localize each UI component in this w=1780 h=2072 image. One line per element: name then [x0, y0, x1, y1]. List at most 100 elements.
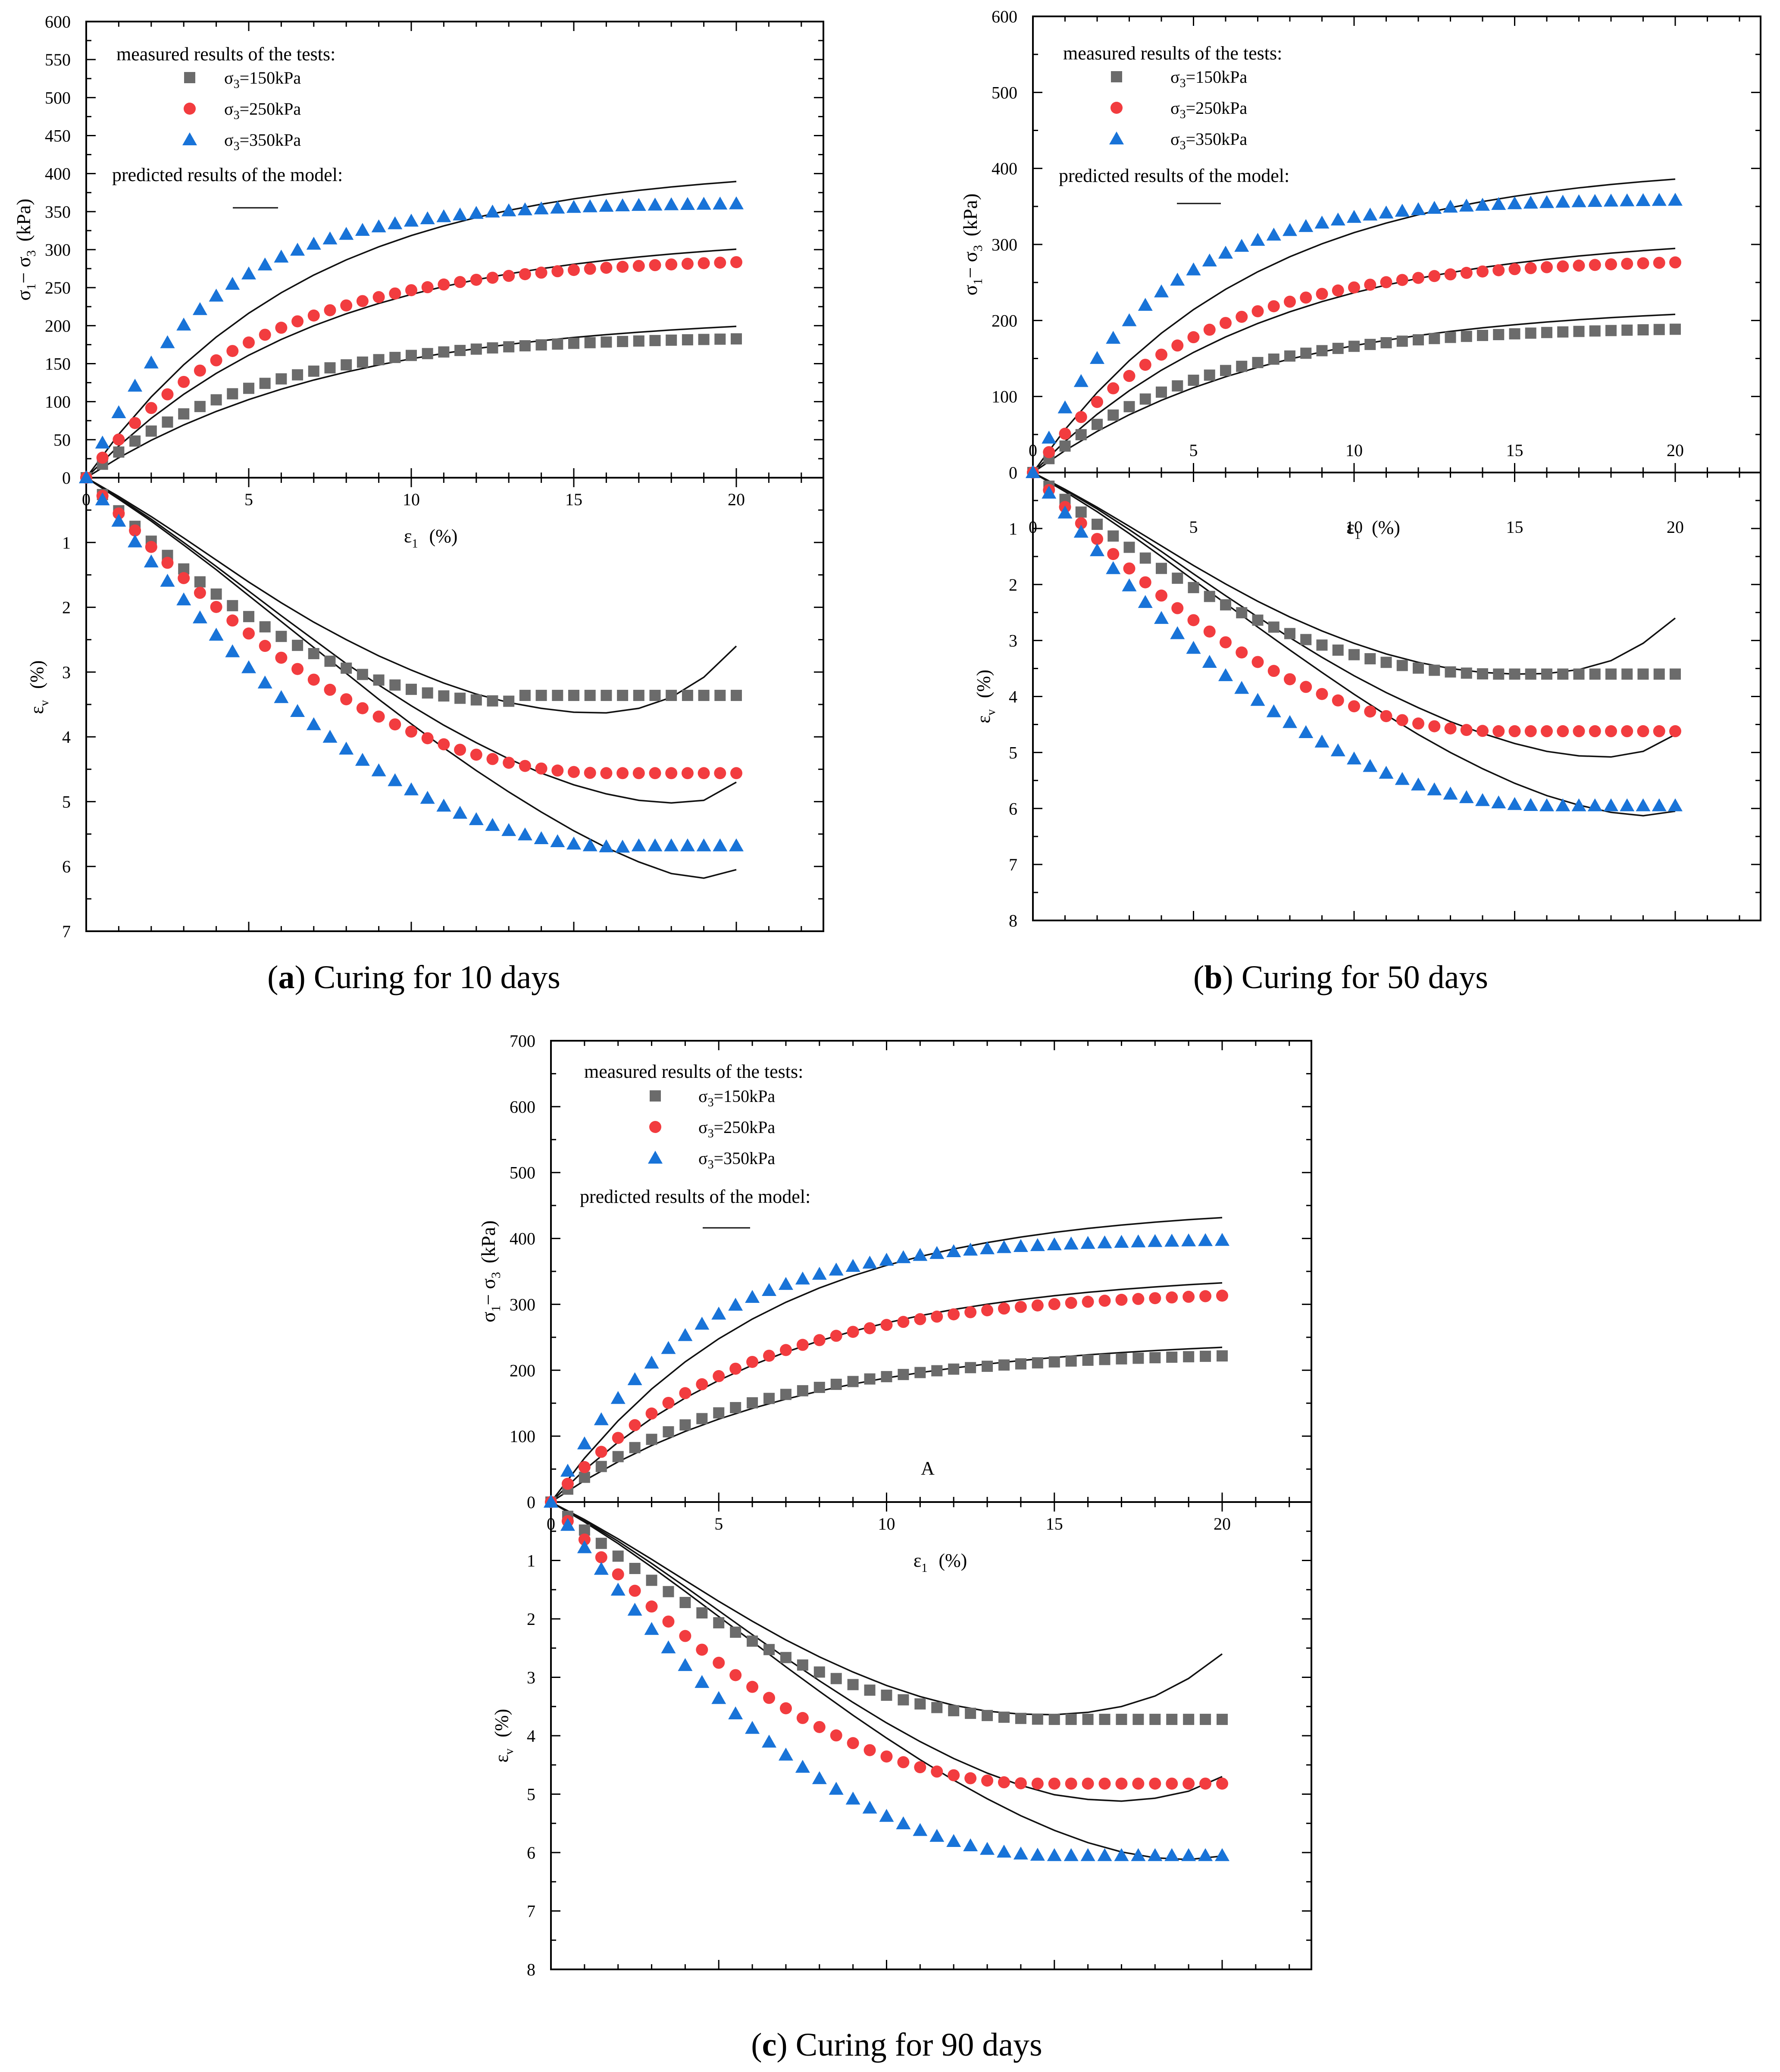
- data-point-stress-circle: [1048, 1298, 1060, 1310]
- legend-sigma: σ: [698, 1117, 708, 1137]
- y-bottom-tick-label: 4: [1009, 687, 1017, 707]
- x-axis-title: ε1 (%): [1346, 517, 1400, 542]
- data-point-volumetric-triangle: [566, 836, 581, 850]
- data-point-stress-triangle: [1181, 1233, 1196, 1246]
- ylabel-unit: (kPa): [959, 194, 981, 237]
- data-point-volumetric-circle: [259, 640, 271, 652]
- data-point-stress-triangle: [550, 200, 565, 214]
- data-point-volumetric-triangle: [453, 805, 468, 819]
- data-point-stress-square: [982, 1361, 993, 1372]
- data-point-stress-triangle: [436, 209, 451, 222]
- y-top-tick-label: 200: [510, 1361, 535, 1380]
- data-point-stress-triangle: [1198, 1233, 1213, 1246]
- legend-sub: 3: [708, 1096, 714, 1109]
- data-point-volumetric-triangle: [1443, 786, 1458, 800]
- data-point-volumetric-triangle: [339, 742, 354, 755]
- data-point-stress-triangle: [1047, 1237, 1062, 1250]
- data-point-volumetric-square: [1092, 519, 1103, 530]
- data-point-stress-triangle: [257, 257, 272, 271]
- data-point-stress-triangle: [95, 435, 110, 449]
- data-point-volumetric-triangle: [631, 838, 646, 851]
- caption-open: (: [751, 2027, 762, 2063]
- data-point-stress-square: [579, 1471, 590, 1483]
- data-point-volumetric-triangle: [1202, 654, 1217, 668]
- data-point-volumetric-square: [1445, 666, 1456, 678]
- data-point-stress-triangle: [648, 197, 663, 211]
- data-point-stress-square: [998, 1359, 1010, 1371]
- data-point-volumetric-circle: [578, 1533, 591, 1546]
- data-point-stress-circle: [1653, 257, 1665, 269]
- data-point-volumetric-circle: [275, 651, 288, 664]
- data-point-volumetric-square: [568, 689, 579, 701]
- data-point-stress-circle: [1149, 1292, 1161, 1305]
- data-point-volumetric-triangle: [648, 838, 663, 851]
- data-point-volumetric-circle: [1605, 725, 1617, 738]
- data-point-stress-triangle: [566, 200, 581, 213]
- data-point-stress-square: [1116, 1353, 1127, 1365]
- data-point-volumetric-square: [948, 1705, 960, 1716]
- data-point-stress-square: [389, 352, 401, 363]
- data-point-volumetric-circle: [1477, 725, 1489, 737]
- data-point-volumetric-triangle: [1106, 561, 1121, 574]
- data-point-stress-square: [1065, 1355, 1077, 1367]
- data-point-stress-circle: [1557, 260, 1569, 272]
- data-point-stress-circle: [1236, 310, 1248, 323]
- data-point-volumetric-circle: [372, 710, 385, 723]
- data-point-volumetric-circle: [1364, 705, 1376, 718]
- data-point-stress-triangle: [241, 266, 256, 280]
- data-point-stress-triangle: [1097, 1235, 1112, 1249]
- data-point-stress-square: [813, 1382, 825, 1393]
- data-point-volumetric-triangle: [1097, 1848, 1112, 1861]
- data-point-stress-triangle: [812, 1267, 827, 1280]
- ylabel-sub1: 1: [971, 279, 985, 285]
- data-point-volumetric-square: [914, 1698, 926, 1710]
- data-point-volumetric-square: [682, 689, 693, 701]
- xlabel-percent: (%): [1372, 517, 1400, 538]
- data-point-stress-triangle: [795, 1271, 810, 1285]
- data-point-volumetric-square: [731, 689, 742, 701]
- xlabel-sub1: 1: [1355, 529, 1361, 542]
- legend-label: σ3=150kPa: [224, 68, 301, 91]
- data-point-volumetric-square: [931, 1702, 943, 1713]
- data-point-stress-circle: [129, 417, 141, 429]
- y-top-tick-label: 400: [45, 164, 71, 184]
- data-point-volumetric-square: [714, 689, 726, 701]
- data-point-stress-circle: [1524, 262, 1537, 274]
- data-point-stress-circle: [1115, 1293, 1128, 1306]
- x-tick-label-lower: 10: [1345, 517, 1363, 537]
- legend-marker-triangle: [182, 132, 197, 145]
- ylabel-percent: (%): [491, 1709, 512, 1737]
- data-point-stress-triangle: [1090, 351, 1104, 364]
- data-point-volumetric-triangle: [371, 763, 386, 776]
- data-point-volumetric-circle: [1182, 1778, 1195, 1790]
- data-point-volumetric-triangle: [1218, 668, 1233, 681]
- data-point-stress-circle: [519, 268, 531, 280]
- model-curve-volumetric-strain: [1032, 472, 1676, 817]
- data-point-stress-triangle: [615, 198, 630, 212]
- data-point-stress-triangle: [1539, 195, 1554, 208]
- data-point-stress-triangle: [713, 196, 728, 210]
- data-point-stress-triangle: [1057, 400, 1073, 413]
- panel-caption: (b) Curing for 50 days: [1193, 959, 1488, 995]
- data-point-stress-square: [1637, 324, 1649, 336]
- legend-pressure: =150kPa: [1186, 67, 1248, 87]
- data-point-volumetric-square: [1396, 660, 1408, 671]
- data-point-stress-circle: [1187, 331, 1200, 344]
- y-bottom-tick-label: 1: [62, 533, 71, 552]
- data-point-stress-circle: [1364, 279, 1376, 291]
- data-point-volumetric-triangle: [1122, 578, 1137, 592]
- data-point-stress-square: [1172, 380, 1183, 392]
- data-point-volumetric-square: [898, 1694, 909, 1706]
- bottom-y-axis-title: εv (%): [973, 670, 998, 723]
- data-point-stress-triangle: [209, 288, 224, 302]
- data-point-stress-square: [568, 338, 579, 349]
- data-point-volumetric-triangle: [1507, 797, 1522, 810]
- xlabel-epsilon: ε: [404, 526, 412, 547]
- data-point-stress-circle: [698, 257, 710, 269]
- data-point-volumetric-triangle: [745, 1721, 760, 1734]
- data-point-stress-circle: [372, 291, 385, 304]
- data-point-stress-square: [1364, 338, 1376, 350]
- data-point-stress-square: [830, 1378, 842, 1390]
- y-bottom-tick-label: 2: [62, 598, 71, 617]
- data-point-stress-square: [1015, 1358, 1026, 1370]
